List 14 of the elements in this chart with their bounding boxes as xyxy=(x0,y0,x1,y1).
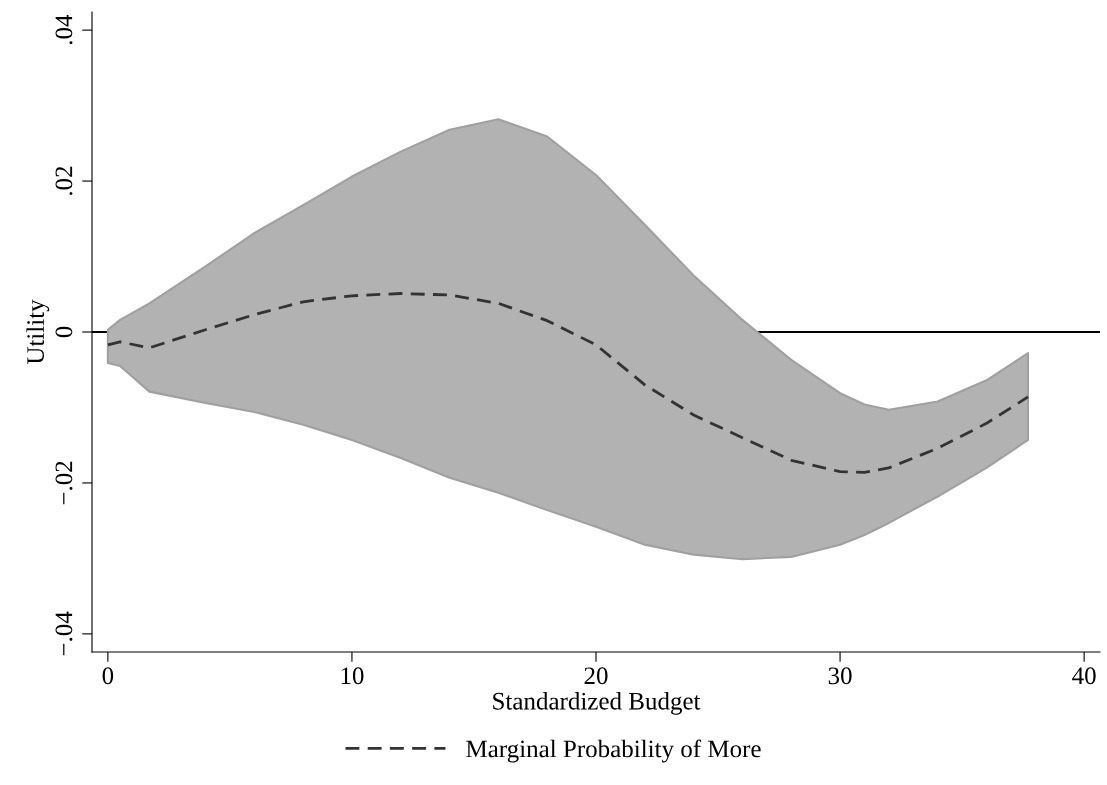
x-tick-label: 30 xyxy=(828,667,852,685)
x-axis-title: Standardized Budget xyxy=(493,692,701,715)
y-tick-label: −.02 xyxy=(55,461,73,505)
line-series xyxy=(106,292,1030,474)
y-axis-title: Utility xyxy=(26,299,50,365)
y-tick-label: .02 xyxy=(55,166,73,196)
x-tick-label: 40 xyxy=(1072,667,1096,685)
legend-label: Marginal Probability of More xyxy=(466,739,761,763)
x-tick-label: 20 xyxy=(584,667,608,685)
x-tick-label: 10 xyxy=(341,667,364,685)
x-tick-label: 0 xyxy=(102,667,114,685)
y-tick-label: 0 xyxy=(55,326,73,338)
y-tick-label: −.04 xyxy=(55,611,73,656)
y-tick-label: .04 xyxy=(55,14,73,45)
